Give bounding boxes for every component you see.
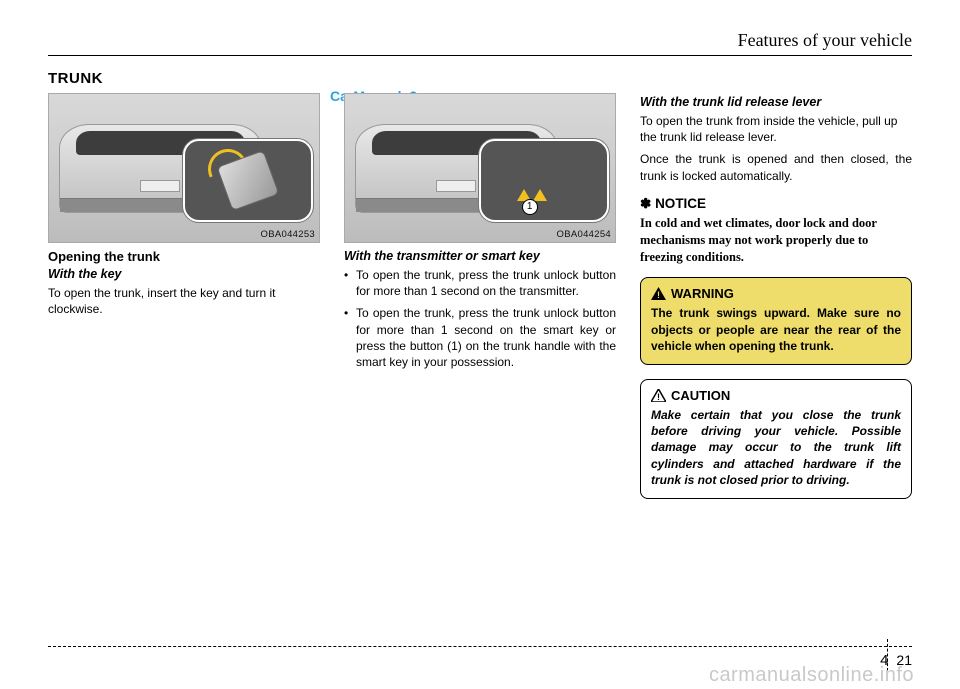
notice-heading: NOTICE (640, 196, 912, 212)
bullet-item: To open the trunk, press the trunk unloc… (344, 267, 616, 299)
warning-icon: ! (651, 287, 666, 300)
svg-text:!: ! (657, 392, 660, 402)
caution-body: Make certain that you close the trunk be… (651, 407, 901, 488)
lever-body-1: To open the trunk from inside the vehicl… (640, 113, 912, 145)
watermark-bottom: carmanualsonline.info (709, 664, 914, 687)
bullet-item: To open the trunk, press the trunk unloc… (344, 305, 616, 370)
with-lever-heading: With the trunk lid release lever (640, 95, 912, 109)
section-title: TRUNK (48, 70, 912, 87)
figure-code-1: OBA044253 (261, 229, 315, 240)
opening-trunk-heading: Opening the trunk (48, 249, 320, 264)
notice-body: In cold and wet climates, door lock and … (640, 215, 912, 266)
caution-icon: ! (651, 389, 666, 402)
inset-key-detail (183, 139, 313, 222)
footer-rule (48, 646, 912, 647)
warning-heading: WARNING (671, 286, 734, 301)
svg-text:!: ! (657, 290, 660, 300)
with-smartkey-heading: With the transmitter or smart key (344, 249, 616, 263)
lever-body-2: Once the trunk is opened and then closed… (640, 151, 912, 183)
figure-code-2: OBA044254 (557, 229, 611, 240)
figure-key: OBA044253 (48, 93, 320, 243)
caution-heading: CAUTION (671, 388, 730, 403)
with-key-body: To open the trunk, insert the key and tu… (48, 285, 320, 317)
figure-smartkey: 1 OBA044254 (344, 93, 616, 243)
caution-box: ! CAUTION Make certain that you close th… (640, 379, 912, 499)
warning-box: ! WARNING The trunk swings upward. Make … (640, 277, 912, 365)
with-key-heading: With the key (48, 267, 320, 281)
header-title: Features of your vehicle (48, 30, 912, 51)
inset-handle-detail: 1 (479, 139, 609, 222)
callout-1: 1 (522, 199, 538, 215)
warning-body: The trunk swings upward. Make sure no ob… (651, 305, 901, 354)
